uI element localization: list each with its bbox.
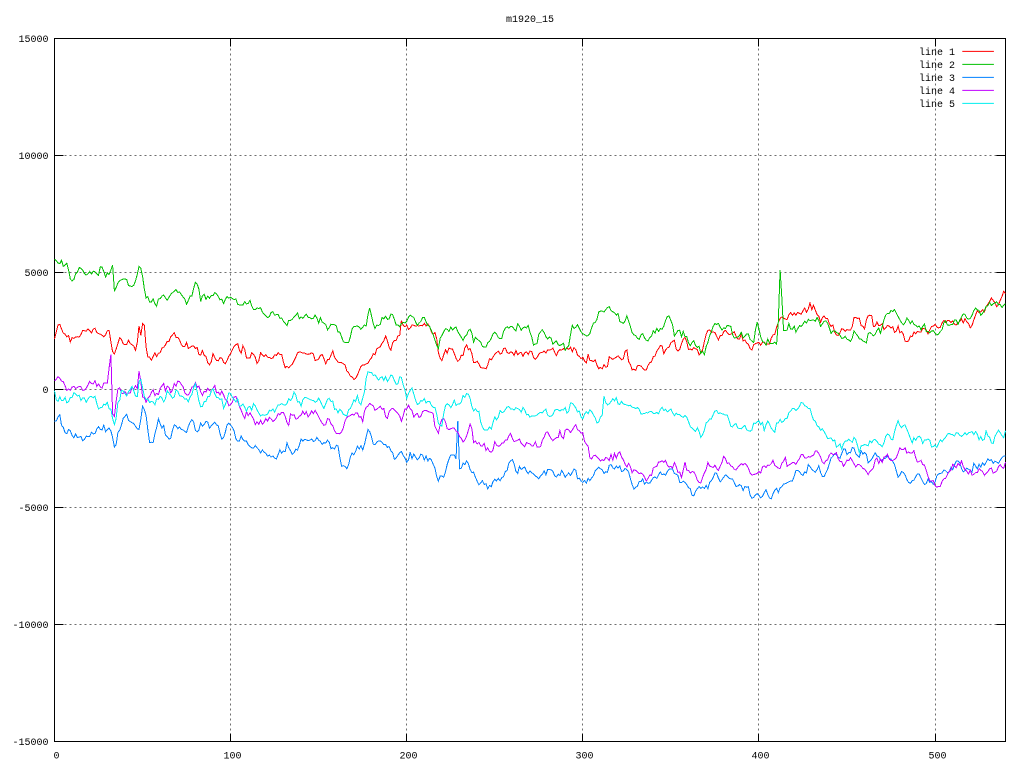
svg-text:10000: 10000 xyxy=(18,152,48,163)
svg-text:400: 400 xyxy=(751,752,769,763)
svg-text:15000: 15000 xyxy=(18,35,48,46)
svg-text:line 3: line 3 xyxy=(919,73,955,85)
svg-text:100: 100 xyxy=(223,752,241,763)
svg-text:line 4: line 4 xyxy=(919,86,955,98)
svg-text:300: 300 xyxy=(575,752,593,763)
svg-text:200: 200 xyxy=(399,752,417,763)
svg-text:0: 0 xyxy=(42,386,48,397)
svg-text:m1920_15: m1920_15 xyxy=(506,15,554,26)
svg-text:line 2: line 2 xyxy=(919,60,955,72)
svg-text:0: 0 xyxy=(53,752,59,763)
svg-text:line 5: line 5 xyxy=(919,99,955,111)
svg-text:-15000: -15000 xyxy=(12,738,48,749)
svg-text:5000: 5000 xyxy=(24,269,48,280)
svg-text:-10000: -10000 xyxy=(12,621,48,632)
svg-text:500: 500 xyxy=(928,752,946,763)
svg-text:line 1: line 1 xyxy=(919,47,955,59)
svg-text:-5000: -5000 xyxy=(18,504,48,515)
